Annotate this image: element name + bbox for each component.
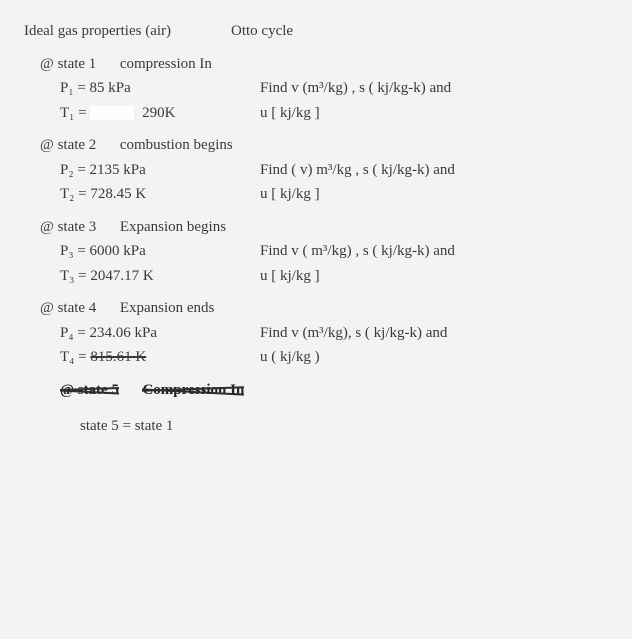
state5-equation: state 5 = state 1 [80,418,173,434]
state4-find2: u ( kj/kg ) [220,346,608,369]
title-left: Ideal gas properties (air) [24,20,171,43]
state-2: @ state 2 combustion begins P₂ = 2135 kP… [24,134,608,206]
state-4: @ state 4 Expansion ends P₄ = 234.06 kPa… [24,297,608,369]
state3-phase: Expansion begins [120,219,226,235]
state3-p-label: P₃ = [60,243,86,259]
state2-p-label: P₂ = [60,162,86,178]
state3-find1: Find v ( m³/kg) , s ( kj/kg-k) and [220,240,608,263]
state1-label: @ state 1 [40,56,96,72]
state3-label: @ state 3 [40,219,96,235]
state3-t-label: T₃ = [60,268,87,284]
state2-find2: u [ kj/kg ] [220,183,608,206]
state4-label: @ state 4 [40,300,96,316]
state4-find1: Find v (m³/kg), s ( kj/kg-k) and [220,322,608,345]
title-right: Otto cycle [231,20,293,43]
state1-p-label: P₁ = [60,80,86,96]
header-row: Ideal gas properties (air) Otto cycle [24,20,608,43]
whiteout-mark [90,106,134,120]
state4-t-label: T₄ = [60,349,87,365]
state2-t-label: T₂ = [60,186,87,202]
state1-phase: compression In [120,56,212,72]
state-1: @ state 1 compression In P₁ = 85 kPa Fin… [24,53,608,125]
state2-find1: Find ( v) m³/kg , s ( kj/kg-k) and [220,159,608,182]
state3-find2: u [ kj/kg ] [220,265,608,288]
state1-t-label: T₁ = [60,105,87,121]
state5-label-struck: @ state 5 [60,379,119,402]
state-5: @ state 5 Compression In state 5 = state… [24,379,608,438]
state5-phase-struck: Compression In [142,379,244,402]
state4-t-value: 815.61 K [90,349,146,365]
state2-p-value: 2135 kPa [90,162,146,178]
state4-p-label: P₄ = [60,325,86,341]
state3-t-value: 2047.17 K [90,268,153,284]
state2-label: @ state 2 [40,137,96,153]
state4-p-value: 234.06 kPa [90,325,158,341]
state3-p-value: 6000 kPa [90,243,146,259]
state1-p-value: 85 kPa [90,80,131,96]
state1-find2: u [ kj/kg ] [220,102,608,125]
state-3: @ state 3 Expansion begins P₃ = 6000 kPa… [24,216,608,288]
state2-phase: combustion begins [120,137,233,153]
state4-phase: Expansion ends [120,300,215,316]
state2-t-value: 728.45 K [90,186,146,202]
state1-t-value: 290K [142,105,175,121]
state1-find1: Find v (m³/kg) , s ( kj/kg-k) and [220,77,608,100]
